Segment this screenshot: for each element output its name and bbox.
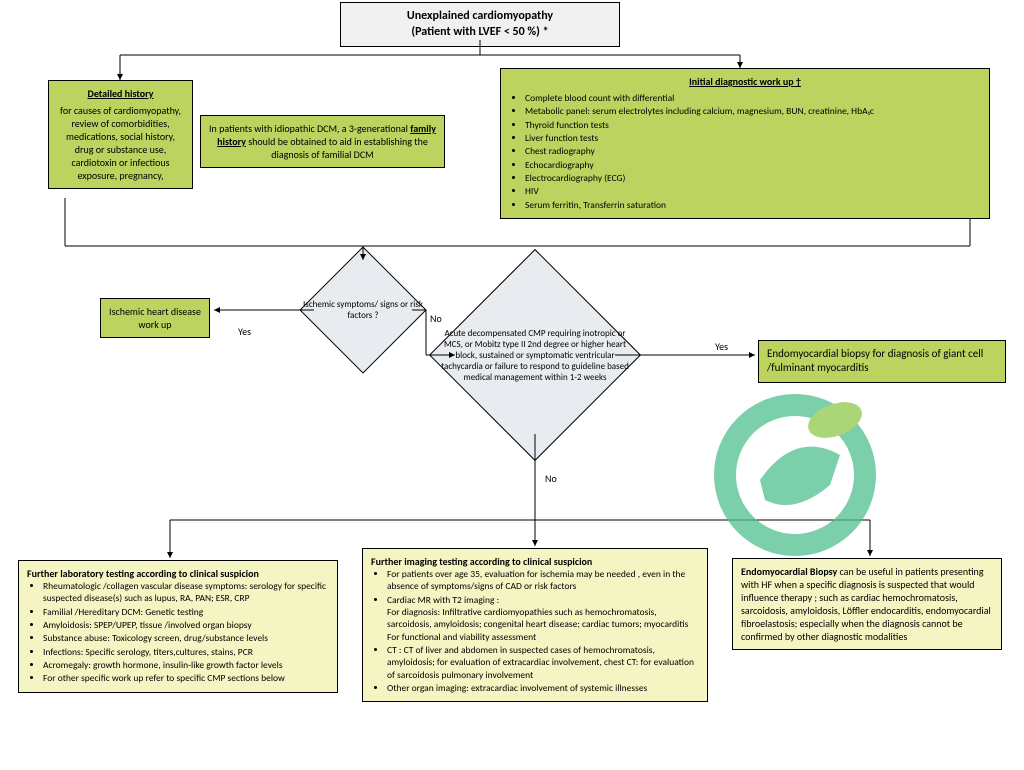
detailed-history-heading: Detailed history	[57, 87, 184, 100]
workup-item: Metabolic panel: serum electrolytes incl…	[525, 105, 981, 117]
title-line1: Unexplained cardiomyopathy	[407, 9, 553, 23]
workup-item: Serum ferritin, Transferrin saturation	[525, 199, 981, 211]
workup-item: Thyroid function tests	[525, 119, 981, 131]
lab-item: Familial /Hereditary DCM: Genetic testin…	[43, 606, 329, 618]
lab-item: Rheumatologic /collagen vascular disease…	[43, 580, 329, 605]
lab-testing-box: Further laboratory testing according to …	[18, 560, 338, 693]
lab-item: Amyloidosis: SPEP/UPEP, tissue /involved…	[43, 619, 329, 631]
imaging-item: CT : CT of liver and abdomen in suspecte…	[387, 644, 699, 681]
imaging-testing-heading: Further imaging testing according to cli…	[371, 555, 592, 568]
title-line2: (Patient with LVEF < 50 %) *	[411, 25, 548, 39]
lab-item: Infections: Specific serology, titers,cu…	[43, 646, 329, 658]
lab-item: Substance abuse: Toxicology screen, drug…	[43, 632, 329, 644]
imaging-item: For patients over age 35, evaluation for…	[387, 568, 699, 593]
watermark-icon	[700, 370, 890, 560]
emb-box: Endomyocardial Biopsy can be useful in p…	[732, 558, 1002, 650]
workup-item: Echocardiography	[525, 159, 981, 171]
workup-heading: Initial diagnostic work up †	[509, 75, 981, 88]
family-history-box: In patients with idiopathic DCM, a 3-gen…	[200, 115, 445, 168]
no-label-2: No	[545, 472, 557, 485]
yes-label-1: Yes	[238, 325, 251, 338]
workup-item: HIV	[525, 185, 981, 197]
imaging-item: Cardiac MR with T2 imaging : For diagnos…	[387, 594, 699, 643]
imaging-item: Other organ imaging: extracardiac involv…	[387, 682, 699, 694]
lab-testing-heading: Further laboratory testing according to …	[27, 567, 259, 580]
title-box: Unexplained cardiomyopathy (Patient with…	[340, 2, 620, 47]
lab-testing-list: Rheumatologic /collagen vascular disease…	[27, 580, 329, 685]
family-history-text: In patients with idiopathic DCM, a 3-gen…	[209, 122, 436, 161]
emb-text: Endomyocardial Biopsy can be useful in p…	[741, 565, 991, 643]
imaging-testing-list: For patients over age 35, evaluation for…	[371, 568, 699, 694]
lab-item: For other specific work up refer to spec…	[43, 672, 329, 684]
ischemic-workup-box: Ischemic heart disease work up	[100, 298, 210, 338]
workup-item: Chest radiography	[525, 145, 981, 157]
ischemic-workup-text: Ischemic heart disease work up	[109, 305, 201, 331]
ischemic-decision-text: Ischemic symptoms/ signs or risk factors…	[303, 265, 423, 355]
no-label-1: No	[430, 312, 442, 325]
workup-item: Liver function tests	[525, 132, 981, 144]
yes-label-2: Yes	[715, 340, 728, 353]
imaging-testing-box: Further imaging testing according to cli…	[362, 548, 708, 702]
lab-item: Acromegaly: growth hormone, insulin-like…	[43, 659, 329, 671]
workup-box: Initial diagnostic work up † Complete bl…	[500, 68, 990, 219]
acute-decision-text: Acute decompensated CMP requiring inotro…	[440, 285, 630, 425]
workup-item: Electrocardiography (ECG)	[525, 172, 981, 184]
detailed-history-box: Detailed history for causes of cardiomyo…	[48, 80, 193, 189]
workup-item: Complete blood count with differential	[525, 92, 981, 104]
workup-list: Complete blood count with differential M…	[509, 92, 981, 211]
detailed-history-body: for causes of cardiomyopathy, review of …	[60, 104, 181, 182]
